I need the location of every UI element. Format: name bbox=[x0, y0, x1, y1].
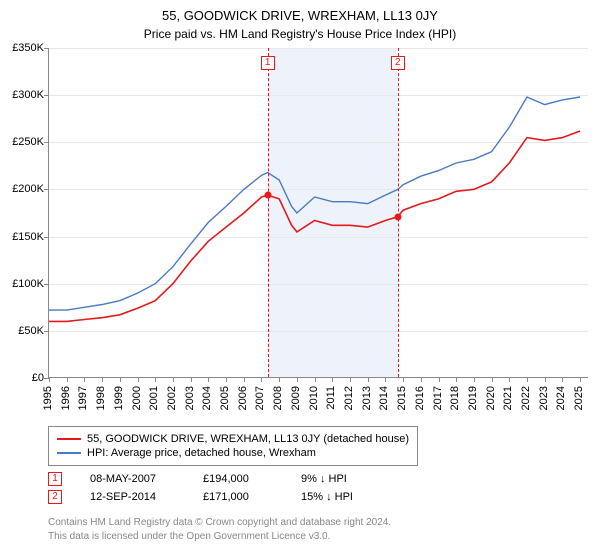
x-axis-label: 1995 bbox=[42, 386, 54, 410]
sale-table: 1 08-MAY-2007 £194,000 9% ↓ HPI 2 12-SEP-2014… bbox=[48, 470, 411, 506]
y-axis-label: £200K bbox=[4, 183, 44, 195]
x-axis-label: 2022 bbox=[520, 386, 532, 410]
legend-label: 55, GOODWICK DRIVE, WREXHAM, LL13 0JY (d… bbox=[87, 433, 409, 445]
sale-diff: 9% ↓ HPI bbox=[301, 473, 411, 485]
series-line bbox=[49, 97, 580, 310]
x-axis-label: 2012 bbox=[343, 386, 355, 410]
y-axis-label: £0 bbox=[4, 372, 44, 384]
sale-row: 1 08-MAY-2007 £194,000 9% ↓ HPI bbox=[48, 470, 411, 488]
sale-marker-dot bbox=[264, 192, 271, 199]
x-axis-label: 2003 bbox=[184, 386, 196, 410]
y-axis-label: £50K bbox=[4, 325, 44, 337]
y-axis-label: £250K bbox=[4, 136, 44, 148]
y-axis-label: £300K bbox=[4, 89, 44, 101]
x-axis-label: 2000 bbox=[131, 386, 143, 410]
x-axis-label: 2016 bbox=[414, 386, 426, 410]
x-axis-label: 2025 bbox=[573, 386, 585, 410]
x-axis-label: 2008 bbox=[272, 386, 284, 410]
x-axis-label: 1999 bbox=[113, 386, 125, 410]
y-axis-label: £150K bbox=[4, 231, 44, 243]
x-axis-label: 2004 bbox=[201, 386, 213, 410]
series-line bbox=[49, 131, 580, 321]
sale-row: 2 12-SEP-2014 £171,000 15% ↓ HPI bbox=[48, 488, 411, 506]
x-axis-label: 2009 bbox=[290, 386, 302, 410]
sale-date: 08-MAY-2007 bbox=[90, 473, 175, 485]
sale-marker-box: 2 bbox=[391, 56, 405, 70]
x-axis-label: 2014 bbox=[378, 386, 390, 410]
x-axis-label: 2019 bbox=[467, 386, 479, 410]
footer-line1: Contains HM Land Registry data © Crown c… bbox=[48, 516, 391, 530]
series-svg bbox=[49, 48, 589, 378]
legend-label: HPI: Average price, detached house, Wrex… bbox=[87, 447, 316, 459]
x-axis-label: 2023 bbox=[538, 386, 550, 410]
legend: 55, GOODWICK DRIVE, WREXHAM, LL13 0JY (d… bbox=[48, 426, 418, 466]
sale-date: 12-SEP-2014 bbox=[90, 491, 175, 503]
x-axis-label: 2018 bbox=[449, 386, 461, 410]
footer-attribution: Contains HM Land Registry data © Crown c… bbox=[48, 516, 391, 543]
x-axis-label: 2011 bbox=[325, 386, 337, 410]
x-axis-label: 2005 bbox=[219, 386, 231, 410]
plot-area: 12 bbox=[48, 48, 588, 378]
sale-price: £194,000 bbox=[203, 473, 273, 485]
y-axis-label: £100K bbox=[4, 278, 44, 290]
x-axis-label: 2007 bbox=[254, 386, 266, 410]
sale-row-marker: 1 bbox=[48, 472, 62, 486]
x-axis-label: 2020 bbox=[485, 386, 497, 410]
chart-container: 55, GOODWICK DRIVE, WREXHAM, LL13 0JY Pr… bbox=[0, 0, 600, 560]
x-axis-label: 2010 bbox=[308, 386, 320, 410]
sale-marker-box: 1 bbox=[261, 56, 275, 70]
x-axis-label: 2013 bbox=[361, 386, 373, 410]
x-axis-label: 2002 bbox=[166, 386, 178, 410]
legend-row: 55, GOODWICK DRIVE, WREXHAM, LL13 0JY (d… bbox=[57, 432, 409, 446]
legend-swatch bbox=[57, 438, 81, 440]
sale-marker-dot bbox=[394, 213, 401, 220]
x-axis-label: 2015 bbox=[396, 386, 408, 410]
y-axis-label: £350K bbox=[4, 42, 44, 54]
x-axis-label: 1998 bbox=[95, 386, 107, 410]
sale-marker-line bbox=[268, 48, 269, 377]
x-axis-label: 2024 bbox=[555, 386, 567, 410]
x-axis-label: 1997 bbox=[77, 386, 89, 410]
x-axis-label: 2001 bbox=[148, 386, 160, 410]
legend-swatch bbox=[57, 452, 81, 454]
sale-price: £171,000 bbox=[203, 491, 273, 503]
x-axis-label: 2006 bbox=[237, 386, 249, 410]
x-axis-label: 2021 bbox=[502, 386, 514, 410]
x-axis-label: 1996 bbox=[60, 386, 72, 410]
chart-title: 55, GOODWICK DRIVE, WREXHAM, LL13 0JY bbox=[0, 0, 600, 23]
footer-line2: This data is licensed under the Open Gov… bbox=[48, 530, 391, 544]
legend-row: HPI: Average price, detached house, Wrex… bbox=[57, 446, 409, 460]
sale-diff: 15% ↓ HPI bbox=[301, 491, 411, 503]
x-axis-label: 2017 bbox=[432, 386, 444, 410]
sale-row-marker: 2 bbox=[48, 490, 62, 504]
chart-subtitle: Price paid vs. HM Land Registry's House … bbox=[0, 23, 600, 47]
